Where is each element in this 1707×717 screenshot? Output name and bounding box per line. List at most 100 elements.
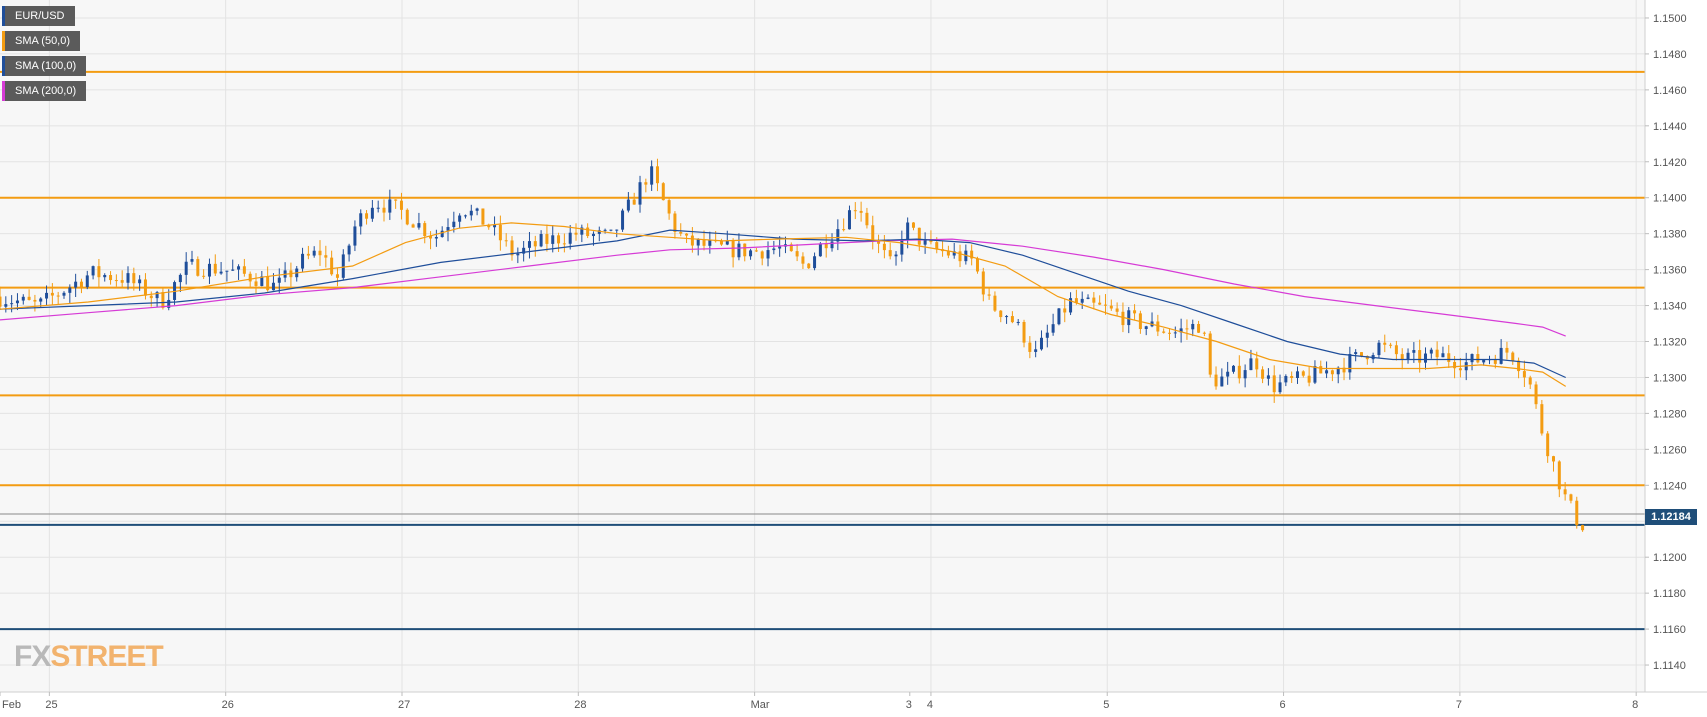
candle-body [1167, 332, 1171, 334]
candle-body [504, 240, 508, 242]
candle-body [1470, 354, 1474, 363]
candle-body [754, 250, 758, 252]
candle-body [219, 271, 223, 274]
candle-body [260, 276, 264, 286]
candle-body [888, 250, 892, 257]
x-tick-label: 25 [45, 699, 57, 711]
candle-body [62, 292, 66, 296]
candle-body [231, 269, 235, 271]
candle-body [1255, 358, 1259, 370]
candle-body [1063, 308, 1067, 313]
candle-body [1354, 352, 1358, 354]
legend-item-sma100[interactable]: SMA (100,0) [2, 56, 87, 76]
candle-body [1272, 375, 1276, 393]
candle-body [341, 254, 345, 278]
candle-body [452, 221, 456, 228]
candle-body [847, 210, 851, 230]
legend-item-eurusd[interactable]: EUR/USD [2, 6, 75, 26]
x-tick-label: 8 [1632, 699, 1638, 711]
candle-body [1365, 355, 1369, 360]
candle-body [911, 222, 915, 228]
candle-body [347, 245, 351, 255]
candle-body [999, 310, 1003, 318]
legend-label: EUR/USD [15, 10, 65, 22]
candle-body [417, 223, 421, 228]
candle-body [1441, 353, 1445, 358]
legend-item-sma200[interactable]: SMA (200,0) [2, 81, 87, 101]
candle-body [1295, 371, 1299, 379]
candle-body [475, 208, 479, 211]
candle-body [335, 274, 339, 278]
candle-body [551, 235, 555, 244]
candle-body [545, 234, 549, 244]
candle-body [644, 182, 648, 185]
last-price-tag: 1.12184 [1645, 509, 1697, 525]
candle-body [900, 239, 904, 255]
candle-body [97, 266, 101, 278]
candle-body [493, 224, 497, 228]
candle-body [1226, 371, 1230, 377]
candle-body [1278, 382, 1282, 393]
candle-body [1522, 371, 1526, 378]
candle-body [1144, 326, 1148, 330]
candle-body [481, 208, 485, 225]
candle-body [143, 279, 147, 296]
candle-body [731, 241, 735, 258]
candle-body [557, 235, 561, 244]
candle-body [1423, 353, 1427, 363]
candle-body [1261, 369, 1265, 379]
candle-body [615, 229, 619, 231]
candle-body [1069, 298, 1073, 313]
candle-body [1301, 371, 1305, 376]
candle-body [254, 281, 258, 286]
candle-body [365, 213, 369, 219]
candle-body [1377, 342, 1381, 356]
candle-body [882, 243, 886, 251]
candle-body [685, 233, 689, 236]
candle-body [591, 233, 595, 237]
candle-body [1342, 367, 1346, 373]
candle-body [1546, 433, 1550, 457]
legend-item-sma50[interactable]: SMA (50,0) [2, 31, 81, 51]
y-tick-label: 1.1360 [1653, 265, 1687, 277]
candle-body [1330, 370, 1334, 375]
candle-body [109, 275, 113, 281]
candle-body [993, 295, 997, 311]
y-tick-label: 1.1180 [1653, 588, 1686, 600]
candle-body [33, 299, 37, 302]
candle-body [853, 210, 857, 212]
candle-body [877, 240, 881, 244]
candle-body [516, 253, 520, 256]
candle-body [737, 243, 741, 258]
candle-body [1569, 494, 1573, 501]
candle-body [1045, 332, 1049, 338]
candle-body [749, 250, 753, 257]
candle-body [522, 247, 526, 254]
candle-body [79, 281, 83, 288]
candle-body [1453, 361, 1457, 369]
candle-body [1389, 344, 1393, 346]
legend: EUR/USD SMA (50,0) SMA (100,0) SMA (200,… [2, 6, 87, 106]
candle-body [1208, 333, 1212, 375]
sma100-line [0, 229, 1566, 379]
candle-body [708, 240, 712, 246]
candle-body [1325, 370, 1329, 374]
candle-body [376, 207, 380, 209]
logo-part-fx: FX [14, 640, 51, 673]
candle-body [39, 298, 43, 302]
x-tick-label: 5 [1103, 699, 1109, 711]
horizontal-levels [0, 70, 1645, 631]
x-tick-label: 28 [574, 699, 586, 711]
candle-body [1028, 342, 1032, 352]
candle-body [1458, 368, 1462, 371]
candle-body [388, 199, 392, 213]
y-tick-label: 1.1240 [1653, 480, 1687, 492]
candle-body [91, 266, 95, 276]
candle-body [1010, 316, 1014, 323]
candle-body [277, 277, 281, 283]
candle-body [312, 250, 316, 256]
candle-body [184, 261, 188, 275]
candle-body [4, 304, 8, 307]
